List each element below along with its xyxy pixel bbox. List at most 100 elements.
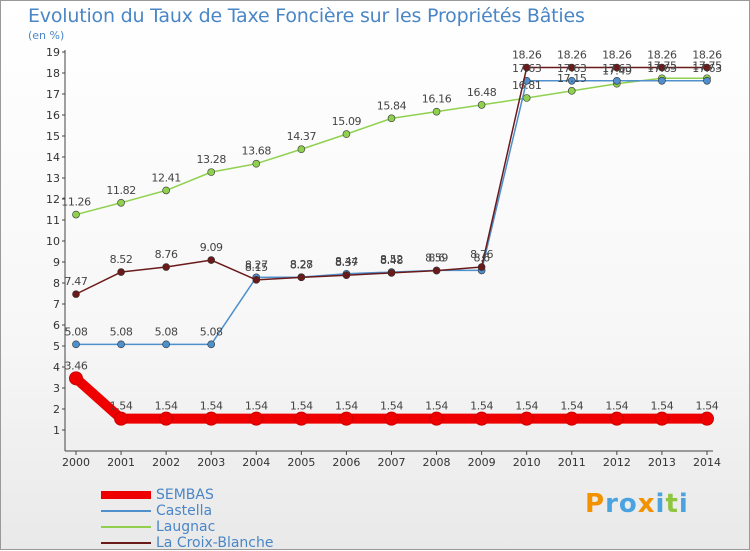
data-point: [567, 87, 576, 95]
data-point: [567, 76, 576, 85]
data-label: 8.59: [425, 252, 448, 265]
legend-swatch: [101, 542, 151, 544]
x-tick-label: 2005: [287, 456, 315, 469]
data-point: [249, 411, 264, 426]
data-label: 1.54: [110, 400, 133, 413]
x-tick-label: 2004: [242, 456, 270, 469]
data-label: 18.26: [692, 49, 722, 62]
data-point: [567, 63, 576, 72]
data-label: 5.08: [155, 325, 178, 338]
legend-label: SEMBAS: [156, 487, 214, 503]
legend-label: Laugnac: [156, 519, 216, 535]
data-point: [429, 411, 444, 426]
y-tick-label: 13: [46, 172, 60, 185]
y-tick-label: 11: [46, 214, 60, 227]
unit-label: (en %): [28, 29, 65, 42]
data-label: 18.26: [512, 49, 542, 62]
data-label: 1.54: [605, 400, 628, 413]
data-point: [159, 411, 174, 426]
legend-swatch: [101, 510, 151, 512]
data-point: [613, 63, 621, 72]
data-point: [204, 411, 219, 426]
data-label: 17.63: [512, 62, 542, 75]
data-label: 16.48: [467, 86, 497, 99]
data-point: [609, 411, 624, 426]
y-tick-label: 18: [46, 67, 60, 80]
data-label: 17.75: [692, 59, 722, 72]
data-point: [342, 271, 351, 280]
data-label: 1.54: [425, 400, 448, 413]
data-point: [117, 268, 125, 276]
data-point: [72, 290, 80, 298]
data-label: 5.08: [200, 325, 223, 338]
data-label: 14.37: [287, 130, 317, 143]
data-label: 3.46: [65, 359, 88, 372]
x-tick-label: 2002: [152, 456, 180, 469]
data-point: [654, 411, 669, 426]
logo-letter: P: [585, 489, 606, 519]
y-tick-label: 1: [53, 424, 60, 437]
x-tick-label: 2012: [603, 456, 631, 469]
data-label: 8.15: [245, 261, 268, 274]
y-tick-label: 19: [46, 46, 60, 59]
data-label: 16.16: [422, 93, 452, 106]
legend-label: Castella: [156, 503, 213, 519]
data-point: [162, 340, 170, 349]
data-label: 8.28: [290, 258, 313, 271]
y-tick-label: 8: [53, 277, 60, 290]
data-label: 1.54: [650, 400, 673, 413]
data-label: 17.15: [557, 72, 587, 85]
data-point: [72, 210, 80, 219]
data-label: 13.68: [242, 145, 272, 158]
data-label: 15.09: [332, 115, 362, 128]
data-point: [699, 411, 714, 426]
data-label: 17.75: [647, 59, 677, 72]
data-label: 1.54: [290, 400, 313, 413]
data-point: [564, 411, 579, 426]
data-point: [519, 411, 534, 426]
x-tick-label: 2006: [332, 456, 360, 469]
data-label: 8.48: [380, 254, 403, 267]
y-tick-label: 4: [53, 361, 60, 374]
data-point: [294, 411, 309, 426]
logo-letter: o: [618, 489, 638, 519]
x-tick-label: 2013: [648, 456, 676, 469]
data-point: [703, 76, 711, 85]
data-label: 18.26: [602, 49, 632, 62]
x-tick-label: 2001: [107, 456, 135, 469]
data-point: [207, 256, 216, 264]
data-point: [703, 63, 711, 72]
data-label: 17.63: [692, 62, 722, 75]
x-tick-label: 2014: [693, 456, 721, 469]
data-label: 1.54: [335, 400, 358, 413]
y-tick-label: 12: [46, 193, 60, 206]
data-label: 9.09: [200, 241, 223, 254]
legend-swatch: [101, 526, 151, 528]
x-tick-label: 2008: [423, 456, 451, 469]
y-tick-label: 16: [46, 109, 60, 122]
data-label: 1.54: [155, 400, 178, 413]
y-tick-label: 15: [46, 130, 60, 143]
data-label: 1.54: [470, 400, 493, 413]
data-point: [114, 411, 129, 426]
data-point: [477, 263, 486, 271]
data-point: [658, 63, 666, 72]
y-tick-label: 9: [53, 256, 60, 269]
data-point: [207, 340, 216, 349]
data-point: [252, 276, 261, 284]
data-label: 1.54: [380, 400, 403, 413]
data-point: [387, 114, 396, 123]
data-point: [432, 266, 441, 275]
data-point: [522, 63, 531, 72]
data-point: [297, 145, 306, 154]
data-label: 11.82: [106, 184, 136, 197]
y-tick-label: 17: [46, 88, 60, 101]
logo-letter: i: [655, 489, 666, 519]
data-label: 8.37: [335, 256, 358, 269]
data-label: 1.54: [245, 400, 268, 413]
y-tick-label: 5: [53, 340, 60, 353]
data-label: 18.26: [647, 49, 677, 62]
data-point: [162, 186, 170, 195]
data-label: 8.6: [428, 251, 445, 264]
